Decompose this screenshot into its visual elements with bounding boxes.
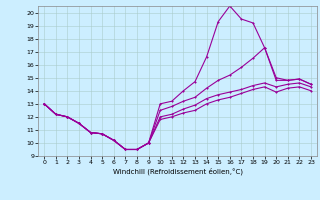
X-axis label: Windchill (Refroidissement éolien,°C): Windchill (Refroidissement éolien,°C) (113, 168, 243, 175)
